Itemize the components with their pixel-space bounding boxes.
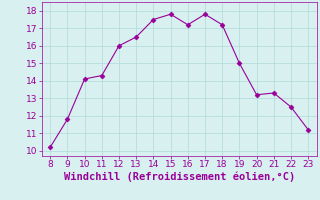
X-axis label: Windchill (Refroidissement éolien,°C): Windchill (Refroidissement éolien,°C) <box>64 172 295 182</box>
